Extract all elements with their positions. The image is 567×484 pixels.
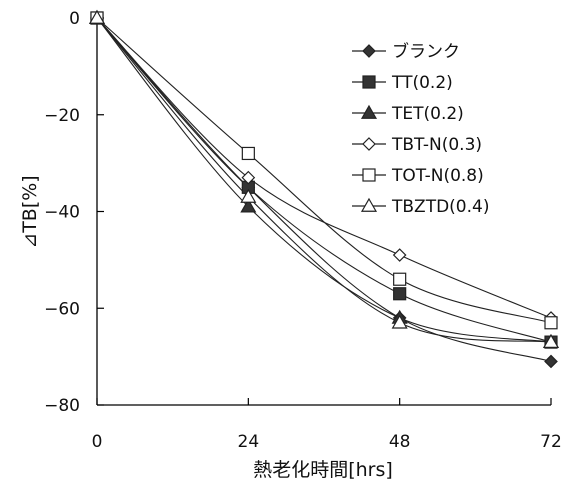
series-3-point	[240, 198, 257, 213]
series-5-point	[241, 146, 255, 161]
series-1-point	[544, 354, 558, 369]
y-tick-label: −40	[44, 203, 80, 223]
legend-label: TET(0.2)	[391, 104, 464, 124]
series-5-point	[544, 316, 558, 330]
legend-label: TBZTD(0.4)	[391, 197, 489, 217]
series-line-6	[96, 17, 552, 343]
legend-marker	[360, 197, 378, 212]
legend-marker	[362, 137, 376, 151]
series-line-4	[96, 17, 552, 319]
x-tick-label: 48	[389, 432, 411, 452]
series-line-1	[96, 17, 552, 362]
legend-label: ブランク	[392, 41, 460, 62]
y-axis: 0 −20 −40 −60 −80	[44, 9, 104, 416]
series-5-point	[393, 272, 407, 286]
legend-marker	[362, 168, 376, 182]
y-axis-label: ⊿TB[%]	[19, 175, 41, 248]
y-tick-label: 0	[69, 9, 80, 29]
x-axis: 0 24 48 72	[92, 398, 562, 452]
legend-marker	[360, 104, 378, 119]
legend-marker	[362, 44, 376, 58]
x-axis-label: 熱老化時間[hrs]	[253, 459, 393, 481]
series-line-2	[96, 17, 552, 343]
series-2-point	[393, 287, 407, 301]
series-6-point	[542, 333, 560, 348]
legend-label: TBT-N(0.3)	[391, 135, 482, 155]
series-6-point	[391, 314, 408, 329]
series-4-point	[241, 170, 256, 185]
series-line-3	[96, 17, 552, 343]
series-markers	[88, 9, 560, 369]
series-6-point	[88, 9, 106, 24]
x-tick-label: 24	[238, 432, 260, 452]
legend: ブランク TT(0.2) TET(0.2) TBT-N(0.3) TOT-N(0.8) T…	[352, 41, 489, 217]
x-tick-label: 72	[540, 432, 562, 452]
series-line-5	[96, 17, 552, 324]
y-tick-label: −80	[44, 396, 80, 416]
series-4-point	[392, 248, 407, 262]
series-6-point	[240, 188, 257, 203]
series-lines	[96, 17, 552, 362]
y-tick-label: −60	[44, 299, 80, 319]
x-tick-label: 0	[92, 432, 103, 452]
legend-label: TOT-N(0.8)	[391, 166, 484, 186]
legend-marker	[362, 75, 376, 89]
legend-label: TT(0.2)	[391, 73, 453, 93]
y-tick-label: −20	[44, 106, 80, 126]
